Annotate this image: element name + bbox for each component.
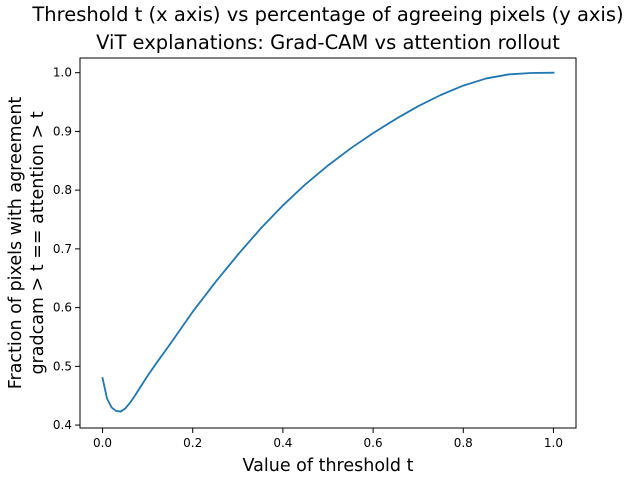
- x-tick-label: 1.0: [544, 436, 563, 450]
- series-line: [101, 71, 555, 413]
- chart-title-line: ViT explanations: Grad-CAM vs attention …: [96, 31, 560, 54]
- x-tick-label: 0.2: [183, 436, 202, 450]
- y-axis-label-line: Fraction of pixels with agreement: [6, 97, 26, 390]
- x-tick-label: 0.0: [93, 436, 112, 450]
- y-tick-label: 0.6: [53, 301, 72, 315]
- y-tick-label: 0.4: [53, 418, 72, 432]
- y-axis-label: Fraction of pixels with agreement gradcam…: [6, 97, 48, 390]
- y-tick-label: 0.9: [53, 124, 72, 138]
- y-tick-label: 0.8: [53, 183, 72, 197]
- y-tick-label: 1.0: [53, 66, 72, 80]
- x-axis-ticks: 0.0 0.2 0.4 0.6 0.8 1.0: [93, 428, 563, 450]
- y-tick-label: 0.7: [53, 242, 72, 256]
- x-tick-label: 0.6: [364, 436, 383, 450]
- y-axis-label-line: gradcam > t == attention > t: [28, 111, 48, 374]
- y-tick-label: 0.5: [53, 359, 72, 373]
- x-axis-label: Value of threshold t: [243, 456, 414, 476]
- x-tick-label: 0.8: [454, 436, 473, 450]
- chart-title-line: Threshold t (x axis) vs percentage of ag…: [31, 3, 623, 26]
- x-tick-label: 0.4: [273, 436, 292, 450]
- y-axis-ticks: 0.4 0.5 0.6 0.7 0.8 0.9 1.0: [53, 66, 80, 432]
- plot-area-frame: [79, 57, 577, 429]
- chart-title: Threshold t (x axis) vs percentage of ag…: [31, 3, 623, 54]
